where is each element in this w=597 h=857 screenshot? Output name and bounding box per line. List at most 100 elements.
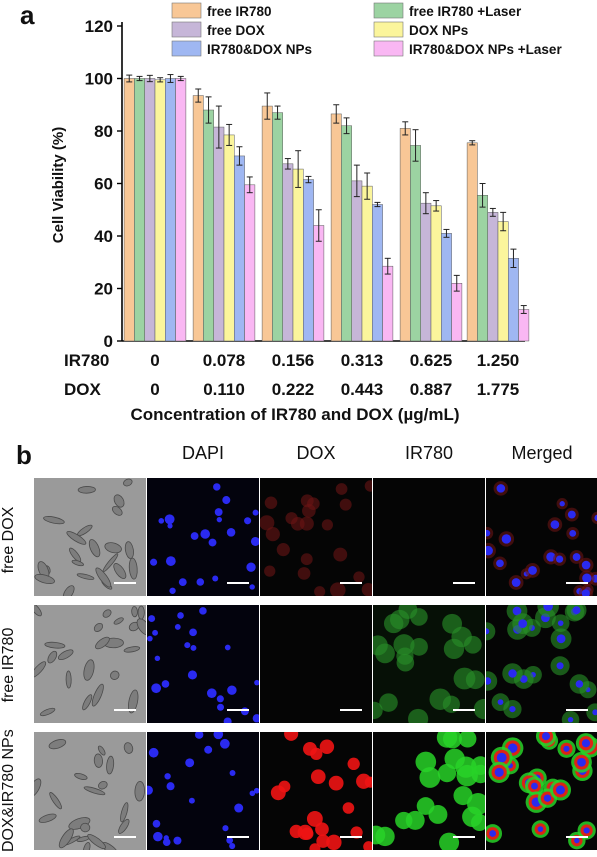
legend-label: IR780&DOX NPs +Laser [409, 42, 562, 57]
scale-bar [453, 709, 475, 711]
bar [430, 205, 442, 342]
scale-bar [227, 836, 249, 838]
bar [303, 179, 314, 342]
brightfield-image [34, 478, 146, 596]
dox-image [260, 732, 372, 850]
y-tick-label: 120 [85, 17, 113, 36]
col-header-ir780: IR780 [404, 443, 454, 463]
col-header-dox: DOX [296, 443, 336, 463]
scale-bar [340, 836, 362, 838]
bar [508, 258, 519, 342]
bar [351, 180, 363, 342]
bar [192, 95, 204, 342]
bar [144, 78, 156, 342]
scale-bar [340, 709, 362, 711]
brightfield-image [34, 605, 146, 723]
legend-swatch [171, 40, 202, 57]
bar [292, 168, 304, 342]
scale-bar [566, 709, 588, 711]
y-tick-label: 60 [94, 175, 113, 194]
legend-swatch [373, 2, 404, 19]
bar [175, 78, 187, 342]
x-tick-label-dox: 0.222 [272, 380, 315, 399]
scale-bar [114, 582, 136, 584]
legend-swatch [373, 40, 404, 57]
bar [382, 265, 394, 342]
plot-bars [123, 74, 530, 342]
legend: free IR780 free IR780 +Laser free DOX DOX N… [171, 2, 562, 57]
bar [272, 112, 283, 342]
legend-label: DOX NPs [409, 23, 468, 38]
bar [154, 79, 166, 342]
y-tick-label: 0 [104, 332, 113, 351]
scale-bar [566, 836, 588, 838]
scale-bar [340, 582, 362, 584]
bar [261, 105, 273, 342]
x-row-label-ir780: IR780 [64, 351, 109, 370]
panel-b-label: b [16, 440, 32, 470]
ir780-image [373, 478, 485, 596]
bar [487, 212, 499, 342]
legend-label: free IR780 +Laser [409, 4, 522, 19]
bar [466, 142, 478, 342]
bar [441, 233, 452, 342]
scale-bar [453, 836, 475, 838]
dapi-image [147, 478, 259, 596]
y-axis-title: Cell Viability (%) [50, 127, 67, 243]
ir780-image [373, 732, 485, 850]
x-tick-label-ir780: 0.313 [341, 351, 384, 370]
row-label-dox-ir780-nps: DOX&IR780 NPs [0, 729, 17, 852]
x-tick-label-ir780: 0.156 [272, 351, 315, 370]
x-tick-label-ir780: 0 [150, 351, 159, 370]
col-header-merged: Merged [511, 443, 573, 463]
legend-label: free IR780 [207, 4, 272, 19]
bar [330, 113, 342, 342]
bar [451, 283, 463, 342]
x-tick-label-dox: 0.110 [203, 380, 245, 399]
x-axis-labels: IR780 DOX 0 0.078 0.156 0.313 0.625 1.250 0 0.110… [64, 351, 519, 424]
x-tick-label-dox: 0.443 [341, 380, 384, 399]
x-tick-label-ir780: 0.078 [203, 351, 246, 370]
row-label-free-ir780: free IR780 [0, 627, 17, 703]
plot-axes: 0 20 40 60 80 100 120 Cell Viability (%) [50, 17, 525, 351]
scale-bar [566, 582, 588, 584]
scale-bar [114, 709, 136, 711]
x-tick-label-dox: 1.775 [477, 380, 520, 399]
y-tick-label: 80 [94, 122, 113, 141]
bar-chart: 0 20 40 60 80 100 120 Cell Viability (%) free I… [50, 2, 562, 424]
y-tick-label: 40 [94, 227, 113, 246]
x-row-label-dox: DOX [64, 380, 102, 399]
col-header-dapi: DAPI [181, 443, 224, 463]
legend-label: free DOX [207, 23, 265, 38]
legend-swatch [171, 2, 202, 19]
x-axis-title: Concentration of IR780 and DOX (µg/mL) [130, 405, 459, 424]
bar [223, 134, 235, 342]
dox-image [260, 478, 372, 596]
bar [341, 125, 352, 342]
bar [244, 184, 256, 342]
merged-image [486, 605, 597, 723]
bar [477, 195, 488, 342]
bar [134, 78, 145, 342]
dapi-image [147, 732, 259, 850]
y-tick-label: 100 [85, 70, 113, 89]
legend-swatch [171, 21, 202, 38]
bar [497, 221, 509, 342]
bar [518, 309, 530, 342]
legend-swatch [373, 21, 404, 38]
scale-bar [227, 709, 249, 711]
bar [399, 128, 411, 342]
scale-bar [227, 582, 249, 584]
dapi-image [147, 605, 259, 723]
dox-image [260, 605, 372, 723]
bar [420, 202, 432, 342]
x-tick-label-dox: 0 [150, 380, 159, 399]
merged-image [486, 732, 597, 850]
panel-a-label: a [20, 0, 35, 30]
brightfield-image [34, 732, 146, 850]
x-tick-label-ir780: 0.625 [410, 351, 453, 370]
merged-image [486, 478, 597, 596]
ir780-image [373, 605, 485, 723]
x-tick-label-dox: 0.887 [410, 380, 453, 399]
bar [234, 155, 245, 342]
